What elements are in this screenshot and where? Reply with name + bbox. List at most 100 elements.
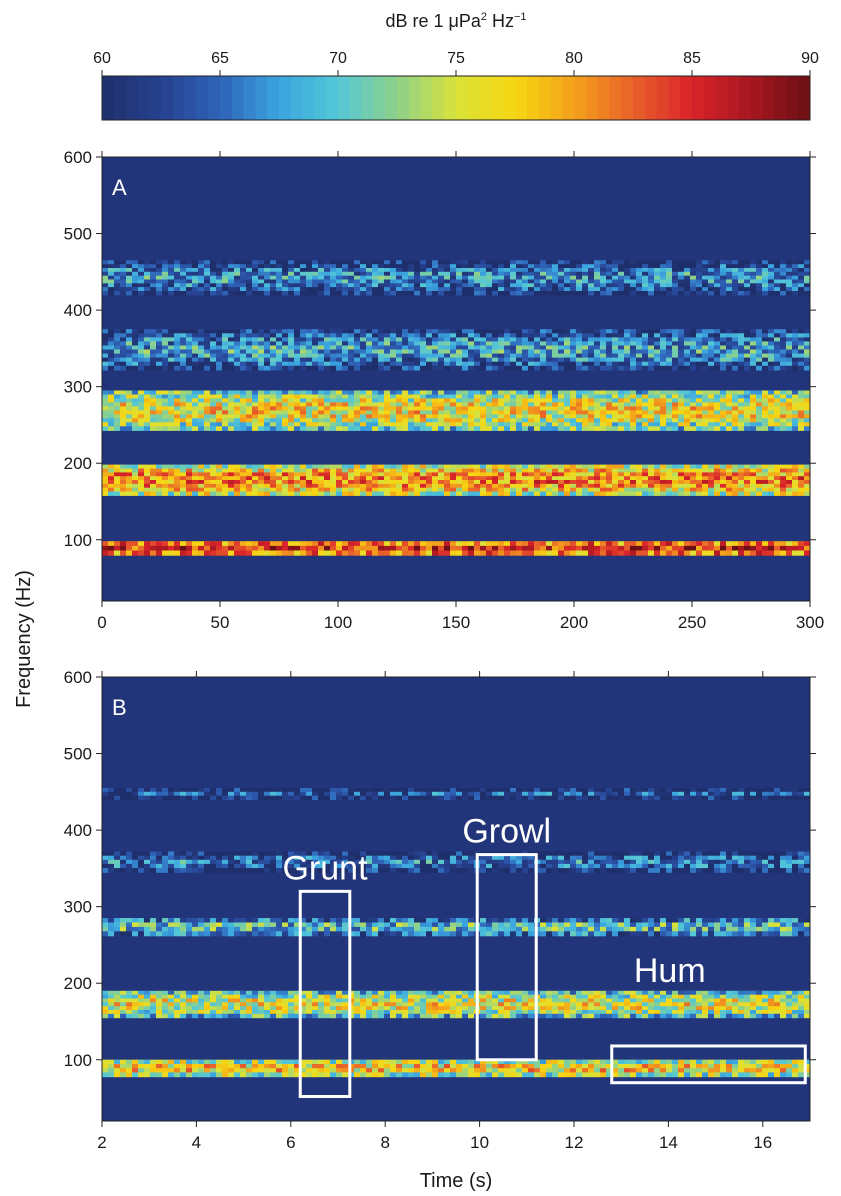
band-cell (696, 333, 703, 338)
band-cell (222, 491, 229, 496)
band-cell (630, 426, 637, 431)
band-cell (414, 418, 421, 423)
band-cell (132, 345, 139, 351)
band-cell (174, 353, 181, 359)
band-cell (798, 264, 805, 269)
band-cell (606, 271, 613, 277)
band-cell (702, 275, 709, 281)
band-cell (576, 1059, 583, 1065)
band-cell (564, 402, 571, 407)
band-cell (462, 422, 469, 427)
band-cell (516, 550, 523, 556)
band-cell (276, 402, 283, 407)
band-cell (234, 468, 241, 473)
band-cell (120, 398, 127, 403)
band-cell (390, 468, 397, 473)
band-cell (582, 329, 589, 334)
band-cell (618, 390, 625, 396)
band-cell (336, 361, 343, 367)
band-cell (600, 357, 607, 363)
band-cell (246, 333, 253, 338)
band-cell (396, 291, 403, 296)
band-cell (708, 349, 715, 355)
band-cell (660, 341, 667, 347)
band-cell (264, 291, 271, 296)
band-cell (354, 345, 361, 351)
band-cell (636, 402, 643, 407)
band-cell (552, 464, 559, 470)
band-cell (570, 422, 577, 427)
band-cell (450, 476, 457, 481)
band-cell (432, 480, 439, 485)
band-cell (414, 491, 421, 496)
band-cell (558, 275, 565, 281)
band-cell (330, 283, 337, 288)
band-cell (630, 483, 637, 489)
band-cell (186, 1059, 193, 1065)
band-cell (288, 287, 295, 292)
band-cell (558, 464, 565, 470)
band-cell (402, 287, 409, 292)
band-cell (420, 260, 427, 265)
band-cell (204, 410, 211, 415)
band-cell (330, 406, 337, 411)
band-cell (624, 476, 631, 481)
band-cell (108, 480, 115, 485)
band-cell (618, 472, 625, 477)
band-cell (612, 264, 619, 269)
band-cell (510, 361, 517, 367)
band-cell (180, 333, 187, 338)
band-cell (384, 487, 391, 493)
band-cell (534, 333, 541, 338)
band-cell (804, 426, 810, 431)
band-cell (726, 365, 733, 371)
band-cell (210, 406, 217, 411)
band-cell (390, 480, 397, 485)
band-cell (738, 414, 745, 419)
band-cell (324, 260, 331, 265)
band-cell (576, 287, 583, 292)
band-cell (642, 264, 649, 269)
band-cell (606, 410, 613, 415)
band-cell (372, 414, 379, 419)
band-cell (600, 337, 607, 343)
band-cell (468, 337, 475, 343)
band-cell (204, 345, 211, 351)
band-cell (162, 291, 169, 296)
band-cell (348, 357, 355, 363)
band-cell (210, 464, 217, 470)
band-cell (360, 264, 367, 269)
band-cell (294, 472, 301, 477)
band-cell (312, 414, 319, 419)
band-cell (366, 260, 373, 265)
band-cell (420, 1064, 427, 1069)
band-cell (414, 487, 421, 493)
band-cell (198, 545, 205, 552)
band-cell (144, 398, 151, 403)
band-cell (246, 275, 253, 281)
band-cell (426, 1064, 433, 1069)
band-cell (498, 283, 505, 288)
band-cell (408, 464, 415, 470)
band-cell (744, 365, 751, 371)
band-cell (294, 271, 301, 277)
band-cell (690, 353, 697, 359)
band-cell (336, 353, 343, 359)
band-cell (186, 333, 193, 338)
band-cell (732, 279, 739, 284)
band-cell (366, 491, 373, 496)
band-cell (276, 422, 283, 427)
band-cell (606, 550, 613, 556)
band-cell (174, 390, 181, 396)
band-cell (150, 414, 157, 419)
band-cell (648, 468, 655, 473)
band-cell (534, 337, 541, 343)
band-cell (630, 283, 637, 288)
band-cell (102, 260, 109, 265)
band-cell (366, 341, 373, 347)
band-cell (702, 398, 709, 403)
band-cell (198, 468, 205, 473)
band-cell (498, 287, 505, 292)
band-cell (792, 418, 799, 423)
band-cell (720, 422, 727, 427)
